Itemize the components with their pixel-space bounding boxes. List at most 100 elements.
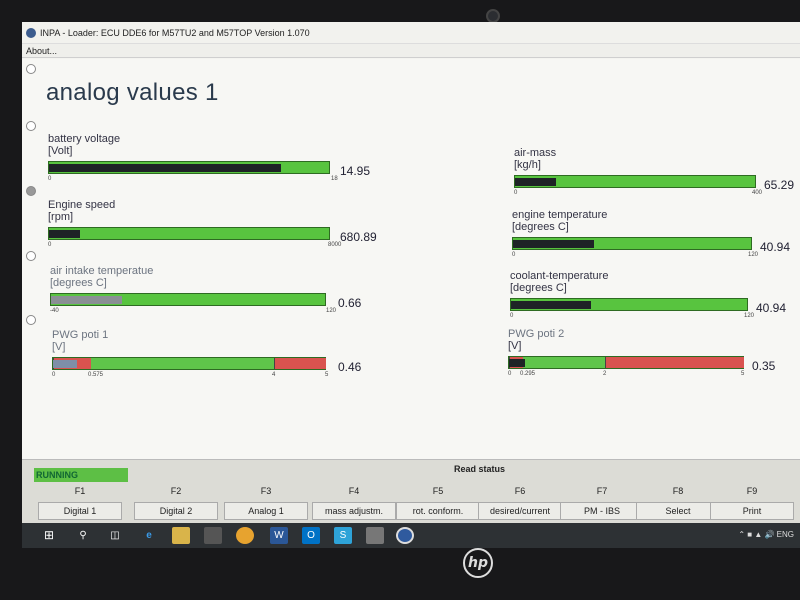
gauge-fill [513, 240, 594, 248]
gauge-red-zone [605, 357, 744, 368]
file-explorer-icon[interactable] [172, 527, 190, 544]
edge-browser-icon[interactable]: e [146, 530, 152, 541]
gauge-max: 120 [326, 308, 337, 314]
gauge-mid: 0.575 [88, 372, 104, 378]
tray-icons[interactable]: ⌃ ■ ▲ 🔊 [738, 530, 777, 539]
fkey-button[interactable]: Select [636, 502, 720, 520]
gauge-unit: [kg/h] [514, 159, 541, 171]
gauge-hi: 2 [603, 371, 607, 377]
fkey-f4[interactable]: F4 mass adjustm. [312, 482, 396, 522]
word-icon[interactable]: W [270, 527, 288, 544]
fkey-number: F1 [74, 486, 86, 496]
fkey-f9[interactable]: F9 Print [710, 482, 794, 522]
gauge-unit: [Volt] [48, 145, 73, 157]
fkey-button[interactable]: Digital 1 [38, 502, 122, 520]
gauge-bar [48, 227, 330, 240]
gauge-hi: 4 [272, 372, 276, 378]
gauge-label: Engine speed [48, 199, 116, 211]
search-icon[interactable]: ⚲ [79, 530, 87, 541]
gauge-value: 14.95 [340, 164, 371, 178]
fkey-button[interactable]: Digital 2 [134, 502, 218, 520]
screen: INPA - Loader: ECU DDE6 for M57TU2 and M… [22, 22, 800, 548]
gauge-value: 40.94 [756, 301, 787, 315]
gauge-red-zone [274, 358, 326, 369]
chrome-icon[interactable] [236, 527, 254, 544]
language-indicator[interactable]: ENG [776, 530, 794, 539]
gauge-min: 0 [48, 242, 52, 248]
fkey-f6[interactable]: F6 desired/current [478, 482, 562, 522]
outlook-icon[interactable]: O [302, 527, 320, 544]
fkey-number: F4 [348, 486, 360, 496]
page-title: analog values 1 [46, 79, 219, 106]
fkey-number: F8 [672, 486, 684, 496]
gauge-value: 680.89 [340, 230, 377, 244]
gauge-fill [511, 301, 592, 309]
function-key-bar: RUNNING Read status F1 Digital 1 F2 Digi… [22, 459, 800, 523]
gauge-unit: [degrees C] [510, 282, 567, 294]
fkey-button[interactable]: Print [710, 502, 794, 520]
fkey-f1[interactable]: F1 Digital 1 [38, 482, 122, 522]
fkey-button[interactable]: Analog 1 [224, 502, 308, 520]
radio-icon[interactable] [26, 315, 36, 325]
skype-icon[interactable]: S [334, 527, 352, 544]
fkey-button[interactable]: mass adjustm. [312, 502, 396, 520]
gauge-max: 18 [331, 176, 338, 182]
gauge-bar [52, 357, 326, 370]
gauge-max: 8000 [328, 242, 342, 248]
gauge-value: 0.46 [338, 360, 362, 374]
gauge-min: -40 [50, 308, 59, 314]
status-running: RUNNING [34, 468, 128, 482]
fkey-number: F7 [596, 486, 608, 496]
fkey-number: F5 [432, 486, 444, 496]
fkey-f5[interactable]: F5 rot. conform. [396, 482, 480, 522]
fkey-number: F2 [170, 486, 182, 496]
window-title: INPA - Loader: ECU DDE6 for M57TU2 and M… [40, 27, 310, 38]
gauge-fill [49, 230, 80, 238]
gauge-value: 65.29 [764, 178, 795, 192]
fkey-button[interactable]: rot. conform. [396, 502, 480, 520]
gauge-fill [51, 296, 123, 304]
photos-icon[interactable] [366, 527, 384, 544]
gauge-bar [50, 293, 326, 306]
webcam [486, 9, 500, 23]
radio-icon[interactable] [26, 251, 36, 261]
gauge-label: engine temperature [512, 209, 608, 221]
gauge-label: battery voltage [48, 133, 121, 145]
task-view-icon[interactable]: ◫ [110, 530, 120, 541]
gauge-mid: 0.295 [520, 371, 536, 377]
fkey-f2[interactable]: F2 Digital 2 [134, 482, 218, 522]
app-icon [26, 27, 36, 38]
gauge-label: air intake temperatue [50, 265, 154, 277]
gauge-bar [510, 298, 748, 311]
gauge-unit: [rpm] [48, 211, 74, 223]
system-tray: ⌃ ■ ▲ 🔊 ENG [738, 530, 794, 539]
gauge-bar [48, 161, 330, 174]
fkey-f7[interactable]: F7 PM - IBS [560, 482, 644, 522]
fkey-number: F3 [260, 486, 272, 496]
gauge-unit: [degrees C] [50, 277, 107, 289]
gauge-min: 0 [514, 190, 518, 196]
radio-icon[interactable] [26, 186, 36, 196]
gauge-unit: [V] [52, 341, 66, 353]
menubar: About... [22, 44, 800, 58]
gauge-bar [512, 237, 752, 250]
gauge-value: 0.35 [752, 359, 776, 373]
gauge-max: 120 [748, 252, 759, 258]
fkey-button[interactable]: desired/current [478, 502, 562, 520]
fkey-f8[interactable]: F8 Select [636, 482, 720, 522]
gauge-fill [509, 359, 526, 367]
main-panel: analog values 1 battery voltage [Volt] 1… [22, 59, 800, 479]
menu-about[interactable]: About... [26, 46, 58, 56]
gauge-min: 0 [512, 252, 516, 258]
radio-icon[interactable] [26, 121, 36, 131]
fkey-f3[interactable]: F3 Analog 1 [224, 482, 308, 522]
gauge-min: 0 [52, 372, 56, 378]
bmw-inpa-icon[interactable] [396, 527, 414, 544]
gauge-unit: [degrees C] [512, 221, 569, 233]
fkey-button[interactable]: PM - IBS [560, 502, 644, 520]
window-titlebar: INPA - Loader: ECU DDE6 for M57TU2 and M… [22, 22, 800, 44]
gauge-label: PWG poti 1 [52, 329, 109, 341]
store-icon[interactable] [204, 527, 222, 544]
radio-icon[interactable] [26, 64, 36, 74]
windows-start-icon[interactable]: ⊞ [43, 528, 55, 542]
